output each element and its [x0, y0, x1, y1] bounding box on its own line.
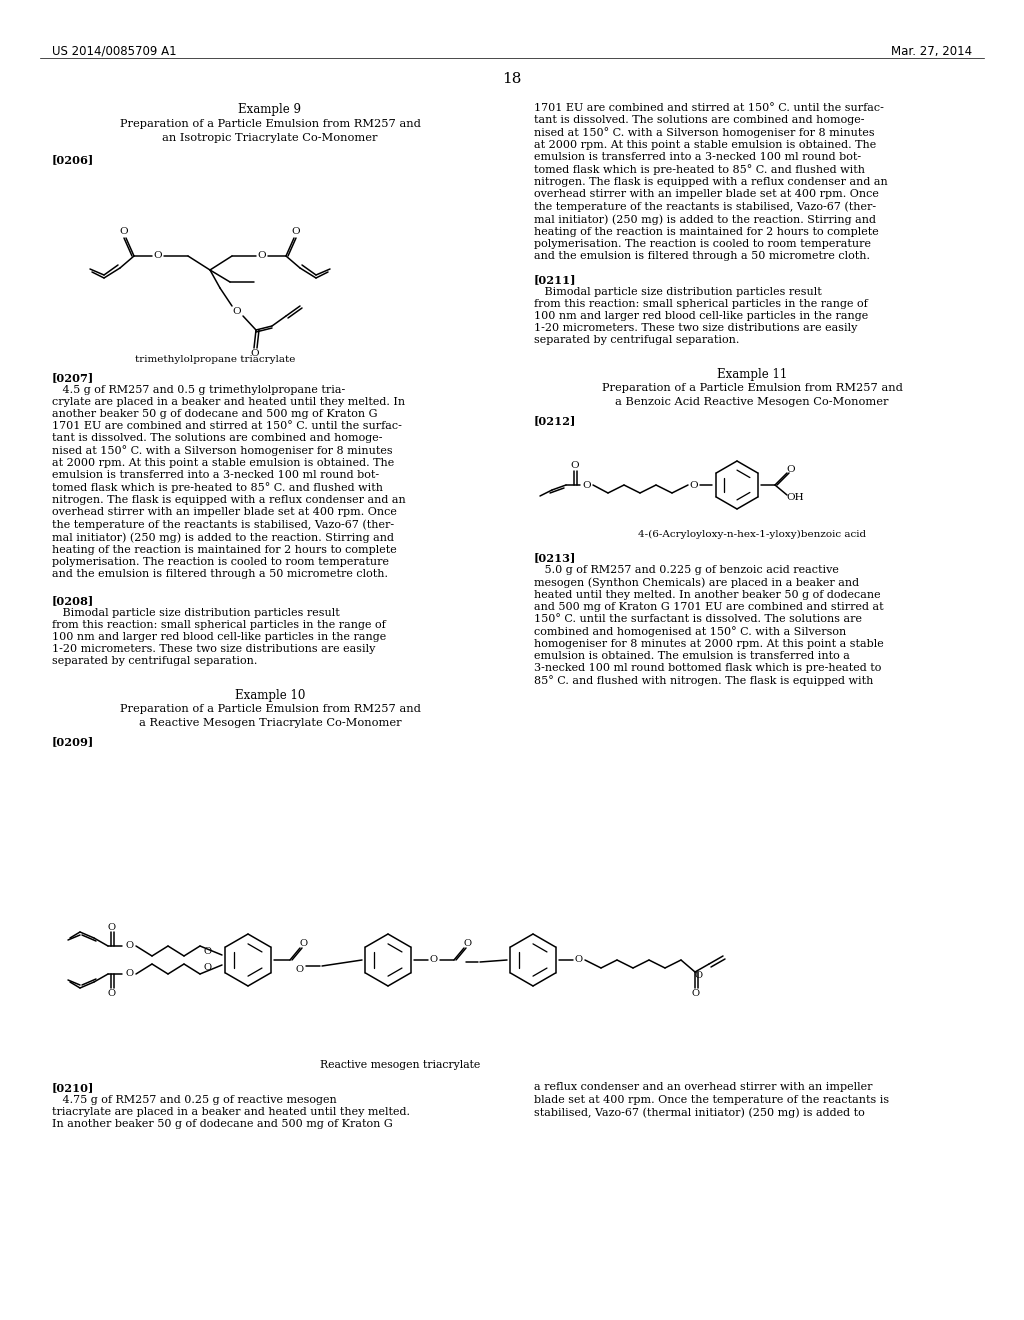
Text: 1701 EU are combined and stirred at 150° C. until the surfac-
tant is dissolved.: 1701 EU are combined and stirred at 150°… [534, 103, 888, 260]
Text: Bimodal particle size distribution particles result
from this reaction: small sp: Bimodal particle size distribution parti… [52, 609, 386, 667]
Text: O: O [296, 965, 304, 974]
Text: O: O [292, 227, 300, 236]
Text: [0212]: [0212] [534, 414, 577, 426]
Text: O: O [232, 308, 242, 317]
Text: O: O [692, 990, 700, 998]
Text: [0207]: [0207] [52, 372, 94, 383]
Text: O: O [204, 948, 212, 957]
Text: blade set at 400 rpm. Once the temperature of the reactants is
stabilised, Vazo-: blade set at 400 rpm. Once the temperatu… [534, 1096, 889, 1118]
Text: a Benzoic Acid Reactive Mesogen Co-Monomer: a Benzoic Acid Reactive Mesogen Co-Monom… [615, 397, 889, 407]
Text: O: O [690, 480, 698, 490]
Text: Preparation of a Particle Emulsion from RM257 and: Preparation of a Particle Emulsion from … [120, 119, 421, 129]
Text: trimethylolpropane triacrylate: trimethylolpropane triacrylate [135, 355, 295, 364]
Text: 4.75 g of RM257 and 0.25 g of reactive mesogen
triacrylate are placed in a beake: 4.75 g of RM257 and 0.25 g of reactive m… [52, 1096, 410, 1129]
Text: O: O [464, 940, 472, 949]
Text: O: O [204, 964, 212, 973]
Text: O: O [786, 465, 796, 474]
Text: O: O [300, 940, 308, 949]
Text: 5.0 g of RM257 and 0.225 g of benzoic acid reactive
mesogen (Synthon Chemicals) : 5.0 g of RM257 and 0.225 g of benzoic ac… [534, 565, 884, 686]
Text: O: O [570, 462, 580, 470]
Text: [0213]: [0213] [534, 552, 577, 564]
Text: [0211]: [0211] [534, 275, 577, 285]
Text: Example 9: Example 9 [239, 103, 301, 116]
Text: [0209]: [0209] [52, 737, 94, 747]
Text: [0208]: [0208] [52, 595, 94, 606]
Text: [0210]: [0210] [52, 1082, 94, 1093]
Text: Reactive mesogen triacrylate: Reactive mesogen triacrylate [319, 1060, 480, 1071]
Text: a Reactive Mesogen Triacrylate Co-Monomer: a Reactive Mesogen Triacrylate Co-Monome… [138, 718, 401, 729]
Text: [0206]: [0206] [52, 154, 94, 165]
Text: Bimodal particle size distribution particles result
from this reaction: small sp: Bimodal particle size distribution parti… [534, 286, 868, 345]
Text: O: O [108, 923, 116, 932]
Text: Example 11: Example 11 [717, 368, 787, 381]
Text: O: O [126, 969, 134, 978]
Text: an Isotropic Triacrylate Co-Monomer: an Isotropic Triacrylate Co-Monomer [162, 133, 378, 143]
Text: OH: OH [786, 494, 804, 503]
Text: Preparation of a Particle Emulsion from RM257 and: Preparation of a Particle Emulsion from … [120, 704, 421, 714]
Text: O: O [126, 941, 134, 950]
Text: 4-(6-Acryloyloxy-n-hex-1-yloxy)benzoic acid: 4-(6-Acryloyloxy-n-hex-1-yloxy)benzoic a… [638, 531, 866, 539]
Text: O: O [108, 989, 116, 998]
Text: O: O [574, 956, 583, 965]
Text: O: O [258, 252, 266, 260]
Text: O: O [251, 350, 259, 359]
Text: O: O [583, 480, 591, 490]
Text: 18: 18 [503, 73, 521, 86]
Text: O: O [154, 252, 163, 260]
Text: O: O [120, 227, 128, 236]
Text: Example 10: Example 10 [234, 689, 305, 702]
Text: O: O [695, 972, 703, 981]
Text: US 2014/0085709 A1: US 2014/0085709 A1 [52, 45, 176, 58]
Text: O: O [430, 956, 438, 965]
Text: a reflux condenser and an overhead stirrer with an impeller: a reflux condenser and an overhead stirr… [534, 1082, 872, 1092]
Text: 4.5 g of RM257 and 0.5 g trimethylolpropane tria-
crylate are placed in a beaker: 4.5 g of RM257 and 0.5 g trimethylolprop… [52, 385, 406, 578]
Text: Mar. 27, 2014: Mar. 27, 2014 [891, 45, 972, 58]
Text: Preparation of a Particle Emulsion from RM257 and: Preparation of a Particle Emulsion from … [601, 383, 902, 393]
